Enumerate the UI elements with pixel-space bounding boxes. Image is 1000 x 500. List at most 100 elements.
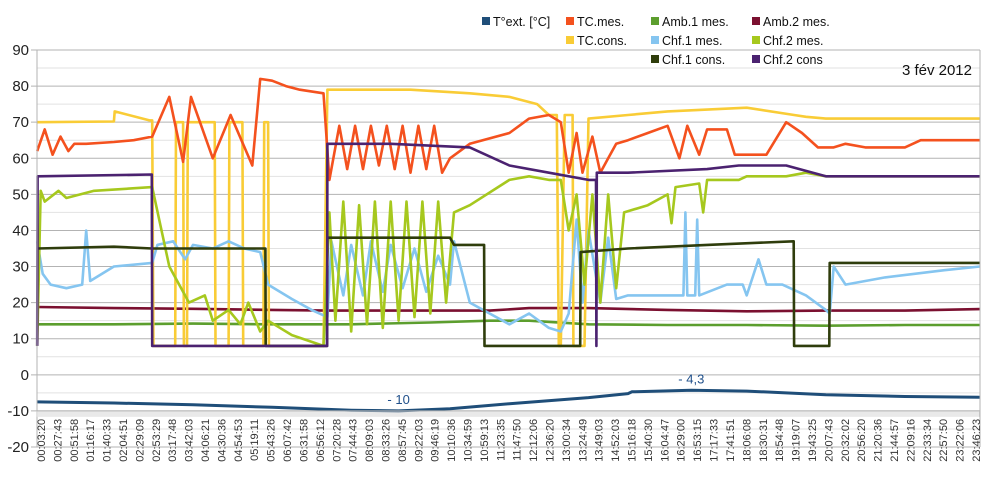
x-tick-label: 05:19:11 xyxy=(249,419,261,461)
data-label: - 4,3 xyxy=(678,371,704,386)
x-tick-label: 05:43:26 xyxy=(266,419,278,462)
legend-item: T°ext. [°C] xyxy=(482,15,550,29)
legend-item: Amb.1 mes. xyxy=(651,15,729,29)
x-tick-label: 10:10:36 xyxy=(446,419,458,462)
x-tick-label: 03:42:03 xyxy=(184,419,196,462)
x-tick-label: 16:04:47 xyxy=(659,419,671,462)
x-tick-label: 19:19:07 xyxy=(791,419,803,462)
x-tick-label: 18:30:31 xyxy=(758,419,770,462)
x-tick-label: 06:31:58 xyxy=(298,419,310,462)
legend-item: Chf.1 mes. xyxy=(651,34,722,48)
y-tick-label: 70 xyxy=(12,114,29,131)
x-tick-label: 23:46:23 xyxy=(971,419,983,462)
series-line-chf-1-cons xyxy=(37,236,980,348)
x-tick-label: 16:29:00 xyxy=(676,419,688,462)
x-tick-label: 20:56:20 xyxy=(856,419,868,462)
legend-label: Chf.1 mes. xyxy=(662,34,722,48)
x-tick-label: 20:32:02 xyxy=(840,419,852,462)
y-tick-label: 20 xyxy=(12,295,29,312)
x-tick-label: 21:44:57 xyxy=(889,419,901,462)
series-line-amb-2-mes xyxy=(37,305,981,313)
series-line-tc-cons xyxy=(37,88,980,348)
legend-swatch xyxy=(752,17,760,25)
legend: T°ext. [°C] TC.mes. Amb.1 mes. Amb.2 mes. TC… xyxy=(482,15,830,67)
legend-label: Chf.2 mes. xyxy=(763,34,823,48)
legend-item: TC.cons. xyxy=(566,34,627,48)
x-tick-label: 04:54:53 xyxy=(233,419,245,462)
x-tick-label: 00:51:58 xyxy=(69,419,81,462)
x-tick-label: 08:09:03 xyxy=(364,419,376,462)
x-tick-label: 22:09:16 xyxy=(905,419,917,462)
legend-swatch xyxy=(566,36,574,44)
series-line-chf-1-mes xyxy=(35,211,981,333)
legend-swatch xyxy=(752,36,760,44)
x-tick-label: 18:06:08 xyxy=(741,419,753,462)
axis-layer: 90 80 70 60 50 40 30 20 10 0 -10 -20 00:03:20 00:27:4… xyxy=(7,42,983,462)
series-line-chf-2-mes xyxy=(35,171,980,348)
series-layer xyxy=(35,77,981,413)
legend-item: Chf.1 cons. xyxy=(651,53,725,67)
y-tick-label: 80 xyxy=(12,78,29,95)
date-annotation: 3 fév 2012 xyxy=(902,62,972,79)
x-tick-label: 09:22:03 xyxy=(413,419,425,462)
y-tick-label: -10 xyxy=(7,403,29,420)
legend-label: T°ext. [°C] xyxy=(493,15,550,29)
y-tick-label: 50 xyxy=(12,186,29,203)
legend-item: Chf.2 cons xyxy=(752,53,823,67)
legend-label: Chf.1 cons. xyxy=(662,53,725,67)
y-tick-label: 0 xyxy=(21,367,29,384)
series-line-t-ext-c xyxy=(37,388,981,413)
x-tick-label: 08:33:26 xyxy=(380,419,392,462)
x-tick-label: 02:29:09 xyxy=(134,419,146,462)
x-tick-label: 08:57:45 xyxy=(397,419,409,462)
x-tick-label: 10:34:59 xyxy=(462,419,474,462)
x-tick-label: 00:27:43 xyxy=(52,419,64,462)
x-tick-label: 06:56:12 xyxy=(315,419,327,462)
series-line-tc-mes xyxy=(35,77,980,182)
legend-label: TC.cons. xyxy=(577,34,627,48)
x-tick-label: 11:47:50 xyxy=(512,419,524,461)
legend-swatch xyxy=(482,17,490,25)
x-tick-label: 09:46:19 xyxy=(430,419,442,462)
x-tick-label: 19:43:25 xyxy=(807,419,819,462)
legend-swatch xyxy=(752,55,760,63)
x-tick-label: 07:20:28 xyxy=(331,419,343,462)
x-tick-label: 16:53:15 xyxy=(692,419,704,462)
legend-label: Chf.2 cons xyxy=(763,53,823,67)
x-tick-label: 02:04:51 xyxy=(118,419,130,462)
x-tick-label: 01:40:33 xyxy=(102,419,114,462)
legend-swatch xyxy=(651,17,659,25)
series-line-amb-1-mes xyxy=(37,319,980,328)
legend-swatch xyxy=(566,17,574,25)
legend-label: TC.mes. xyxy=(577,15,624,29)
x-tick-label: 01:16:17 xyxy=(85,419,97,462)
legend-label: Amb.2 mes. xyxy=(763,15,830,29)
series-line-chf-2-cons xyxy=(35,142,980,348)
y-tick-label: 30 xyxy=(12,259,29,276)
legend-swatch xyxy=(651,36,659,44)
x-tick-label: 11:23:35 xyxy=(495,419,507,461)
x-tick-label: 15:16:18 xyxy=(627,419,639,462)
legend-item: Amb.2 mes. xyxy=(752,15,830,29)
x-tick-label: 21:20:36 xyxy=(873,419,885,462)
x-tick-label: 15:40:30 xyxy=(643,419,655,462)
x-tick-label: 02:53:29 xyxy=(151,419,163,462)
x-tick-label: 23:22:06 xyxy=(955,419,967,462)
data-label: - 10 xyxy=(387,392,409,407)
y-tick-label: 90 xyxy=(12,42,29,59)
x-tick-label: 12:36:20 xyxy=(545,419,557,462)
x-tick-label: 07:44:43 xyxy=(348,419,360,462)
y-tick-label: 10 xyxy=(12,331,29,348)
x-tick-label: 22:57:50 xyxy=(938,419,950,462)
x-tick-label: 18:54:48 xyxy=(774,419,786,462)
y-tick-label: 40 xyxy=(12,222,29,239)
x-tick-label: 04:06:21 xyxy=(200,419,212,462)
x-tick-label: 13:00:34 xyxy=(561,419,573,462)
x-tick-label: 00:03:20 xyxy=(36,419,48,462)
x-tick-label: 12:12:06 xyxy=(528,419,540,462)
x-tick-label: 14:52:03 xyxy=(610,419,622,462)
legend-label: Amb.1 mes. xyxy=(662,15,729,29)
x-tick-label: 13:49:03 xyxy=(594,419,606,462)
legend-item: Chf.2 mes. xyxy=(752,34,823,48)
